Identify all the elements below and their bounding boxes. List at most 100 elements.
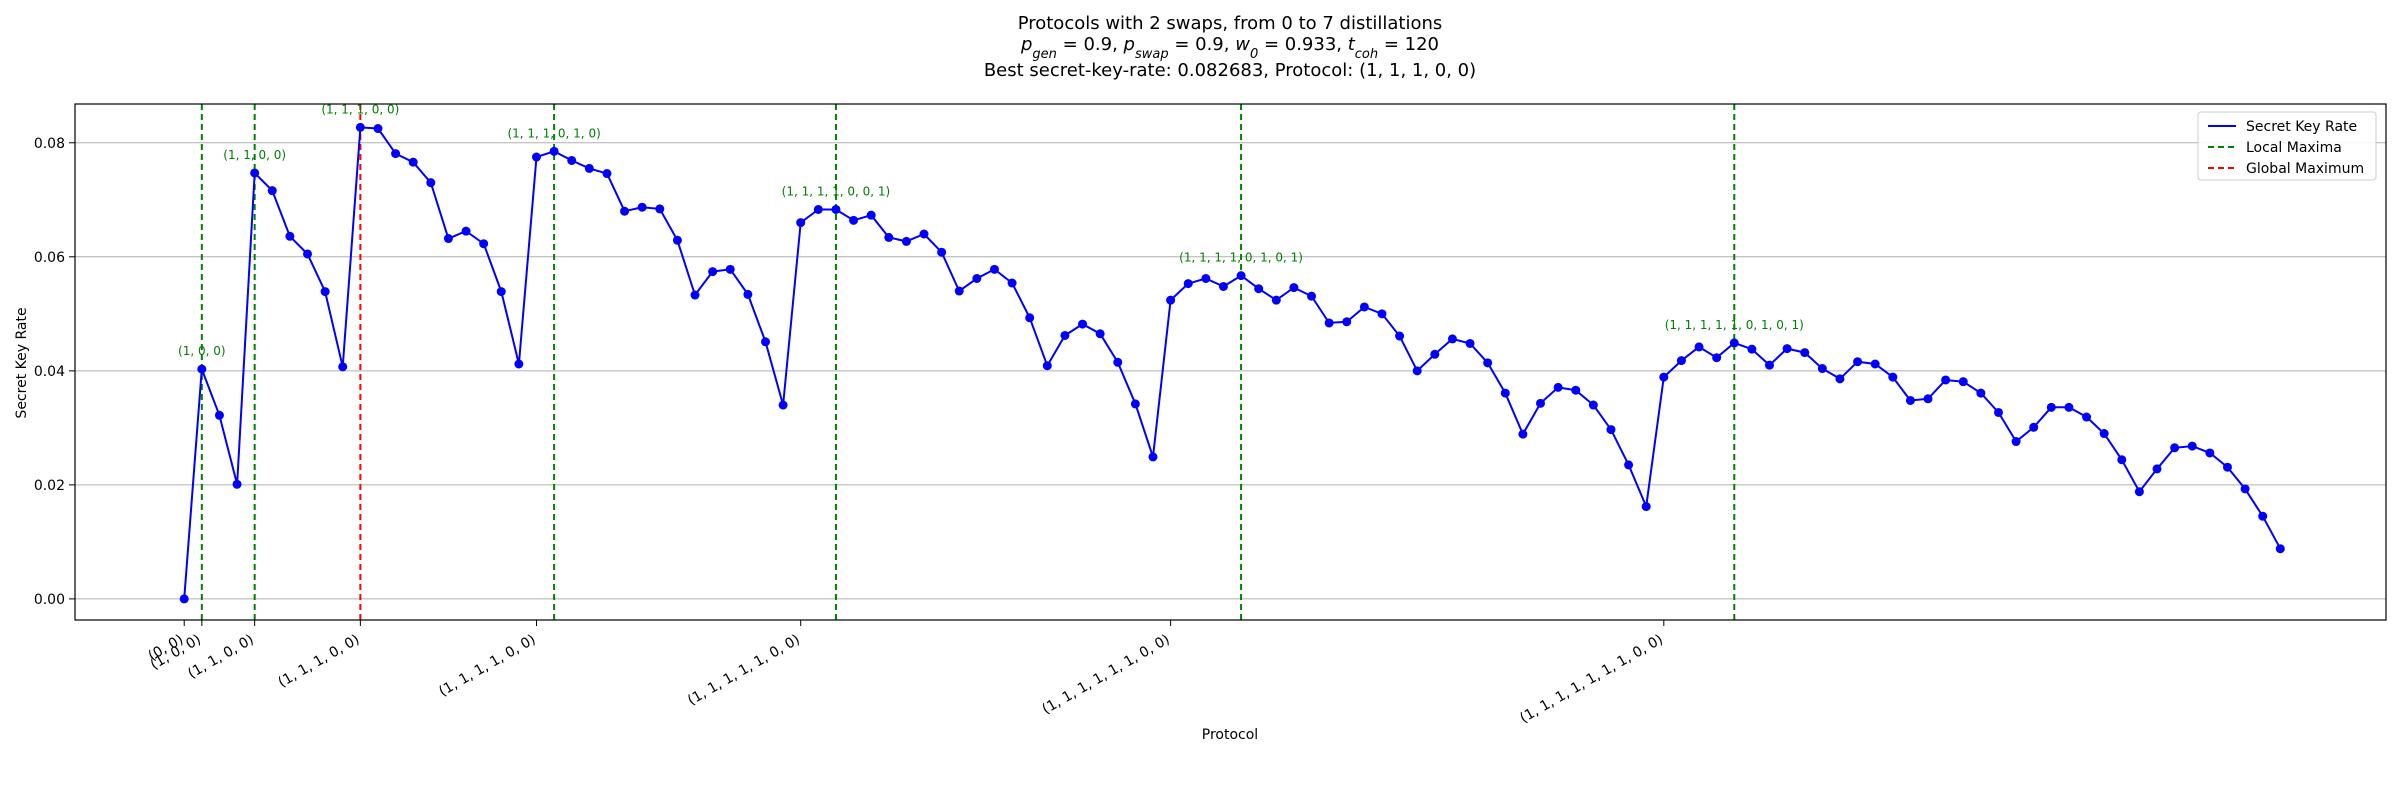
data-point <box>426 178 436 188</box>
data-point <box>1659 372 1669 382</box>
x-axis-label: Protocol <box>1202 727 1258 743</box>
data-point <box>479 239 489 249</box>
data-point <box>1254 284 1264 294</box>
data-point <box>1976 388 1986 398</box>
data-point <box>831 204 841 214</box>
maximum-annotation: (1, 1, 1, 0, 0) <box>321 102 399 116</box>
data-point <box>1218 281 1228 291</box>
data-point <box>954 286 964 296</box>
data-point <box>461 226 471 236</box>
data-point <box>2117 455 2127 465</box>
param-value: = 0.933, <box>1258 34 1348 55</box>
data-point <box>901 236 911 246</box>
data-point <box>1130 399 1140 409</box>
data-point <box>813 204 823 214</box>
data-point <box>1465 338 1475 348</box>
y-tick-label: 0.02 <box>34 478 65 494</box>
data-point <box>1712 353 1722 363</box>
data-point <box>2152 464 2162 474</box>
data-point <box>2222 462 2232 472</box>
data-point <box>2029 422 2039 432</box>
data-point <box>250 168 260 178</box>
y-axis-label: Secret Key Rate <box>14 307 30 418</box>
data-point <box>1342 317 1352 327</box>
y-tick-label: 0.08 <box>34 136 65 152</box>
data-point <box>355 122 365 132</box>
data-point <box>1060 330 1070 340</box>
legend-box <box>2197 111 2377 181</box>
data-point <box>778 400 788 410</box>
data-point <box>1113 357 1123 367</box>
data-point <box>1307 291 1317 301</box>
data-point <box>1782 344 1792 354</box>
chart-title: Protocols with 2 swaps, from 0 to 7 dist… <box>1018 13 1443 34</box>
data-point <box>2099 429 2109 439</box>
data-point <box>1395 331 1405 341</box>
maximum-annotation: (1, 1, 1, 1, 1, 0, 1, 0, 1) <box>1665 318 1804 332</box>
data-point <box>496 287 506 297</box>
data-point <box>1853 357 1863 367</box>
data-point <box>1447 334 1457 344</box>
data-point <box>1412 366 1422 376</box>
data-point <box>1694 342 1704 352</box>
data-point <box>1289 283 1299 293</box>
x-tick-label: (1, 1, 1, 1, 1, 0, 0) <box>685 632 803 709</box>
data-point <box>2011 437 2021 447</box>
data-point <box>1183 279 1193 289</box>
y-grid <box>75 142 2386 600</box>
data-point <box>1166 295 1176 305</box>
data-point <box>267 186 277 196</box>
data-point <box>1377 309 1387 319</box>
data-point <box>637 202 647 212</box>
data-point <box>1905 395 1915 405</box>
data-point <box>2187 441 2197 451</box>
param-symbol: p <box>1020 34 1032 55</box>
chart-subtitle-params: pgen = 0.9, pswap = 0.9, w0 = 0.933, tco… <box>1020 34 1439 62</box>
param-value: = 0.9, <box>1169 34 1236 55</box>
y-tick-label: 0.06 <box>34 250 65 266</box>
param-subscript: 0 <box>1250 47 1258 62</box>
param-subscript: coh <box>1355 47 1378 62</box>
data-point <box>303 249 313 259</box>
data-point <box>320 287 330 297</box>
x-tick-label: (1, 1, 1, 0, 0) <box>275 632 362 691</box>
data-point <box>1817 364 1827 374</box>
data-point <box>672 235 682 245</box>
data-point <box>1095 329 1105 339</box>
y-tick-label: 0.04 <box>34 364 65 380</box>
param-value: = 0.9, <box>1057 34 1124 55</box>
maxima-lines <box>200 104 1736 620</box>
data-point <box>1676 356 1686 366</box>
data-point <box>1624 460 1634 470</box>
data-point <box>884 232 894 242</box>
data-point <box>2170 443 2180 453</box>
data-point <box>1359 302 1369 312</box>
data-point <box>1483 358 1493 368</box>
data-point <box>1606 425 1616 435</box>
param-symbol: w <box>1235 34 1250 55</box>
data-point <box>725 264 735 274</box>
maximum-annotation: (1, 1, 1, 1, 0, 1, 0, 1) <box>1179 251 1303 265</box>
data-point <box>549 146 559 156</box>
data-point <box>1729 338 1739 348</box>
data-point <box>443 234 453 244</box>
data-point <box>602 169 612 179</box>
legend: Secret Key Rate Local Maxima Global Maximu… <box>2197 111 2377 181</box>
data-point <box>2275 544 2285 554</box>
data-point <box>584 163 594 173</box>
data-point <box>232 479 242 489</box>
data-point <box>408 157 418 167</box>
data-point <box>1201 273 1211 283</box>
data-point <box>1007 278 1017 288</box>
data-point <box>2258 511 2268 521</box>
data-point <box>937 247 947 257</box>
data-point <box>1958 377 1968 387</box>
data-point <box>338 362 348 372</box>
data-point <box>1923 394 1933 404</box>
data-point <box>1025 313 1035 323</box>
data-point <box>1764 360 1774 370</box>
param-value: = 120 <box>1378 34 1439 55</box>
data-point <box>972 273 982 283</box>
maximum-annotation: (1, 0, 0) <box>178 344 226 358</box>
